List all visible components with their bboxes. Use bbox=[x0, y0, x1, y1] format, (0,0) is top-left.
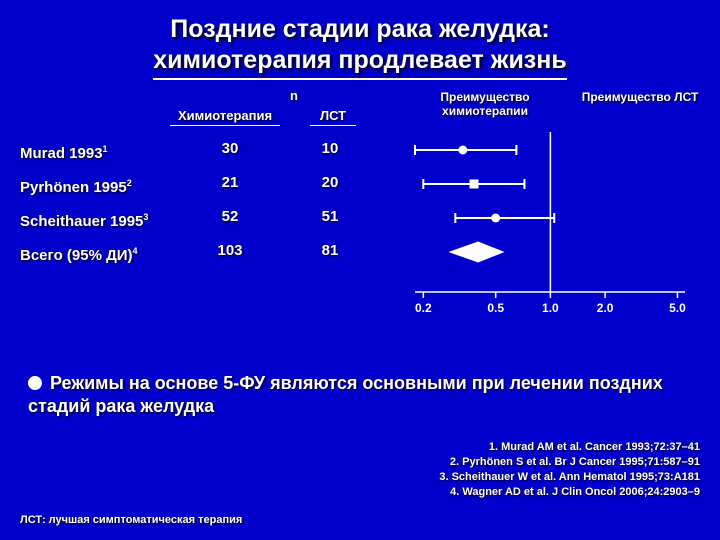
table-header-row: n Химиотерапия ЛСТ bbox=[20, 86, 390, 132]
reference-line: 4. Wagner AD et al. J Clin Oncol 2006;24… bbox=[439, 485, 700, 500]
x-tick-label: 5.0 bbox=[669, 301, 686, 312]
forest-svg: 0.20.51.02.05.0HR bbox=[400, 132, 700, 312]
study-superscript: 3 bbox=[143, 212, 148, 222]
study-label: Всего (95% ДИ)4 bbox=[20, 234, 180, 273]
bullet-icon bbox=[28, 376, 42, 390]
bullet-text: Режимы на основе 5-ФУ являются основными… bbox=[28, 373, 663, 416]
chemo-n: 30 bbox=[200, 132, 260, 166]
chemo-n: 52 bbox=[200, 200, 260, 234]
x-tick-label: 0.2 bbox=[415, 301, 432, 312]
point-marker-circle bbox=[491, 213, 500, 222]
forest-header-left: Преимущество химиотерапии bbox=[400, 90, 570, 119]
reference-line: 3. Scheithauer W et al. Ann Hematol 1995… bbox=[439, 470, 700, 485]
point-marker-square bbox=[469, 179, 478, 188]
x-tick-label: 0.5 bbox=[487, 301, 504, 312]
lst-n: 20 bbox=[300, 166, 360, 200]
chemo-n: 103 bbox=[200, 234, 260, 268]
table-row: Pyrhönen 199522120 bbox=[20, 166, 390, 200]
point-marker-circle bbox=[458, 145, 467, 154]
lst-n: 81 bbox=[300, 234, 360, 268]
bullet-point: Режимы на основе 5-ФУ являются основными… bbox=[28, 372, 698, 419]
reference-line: 2. Pyrhönen S et al. Br J Cancer 1995;71… bbox=[439, 455, 700, 470]
title-line-1: Поздние стадии рака желудка: bbox=[20, 14, 700, 45]
table-row: Всего (95% ДИ)410381 bbox=[20, 234, 390, 268]
header-lst: ЛСТ bbox=[310, 108, 356, 126]
study-superscript: 2 bbox=[127, 178, 132, 188]
title-line-2-text: химиотерапия продлевает жизнь bbox=[153, 45, 566, 79]
forest-plot: Преимущество химиотерапии Преимущество Л… bbox=[400, 86, 700, 326]
lst-n: 10 bbox=[300, 132, 360, 166]
chemo-n: 21 bbox=[200, 166, 260, 200]
summary-diamond bbox=[450, 242, 503, 262]
slide-title: Поздние стадии рака желудка: химиотерапи… bbox=[0, 0, 720, 86]
footnote: ЛСТ: лучшая симптоматическая терапия bbox=[20, 514, 242, 526]
header-n: n bbox=[290, 88, 298, 103]
lst-n: 51 bbox=[300, 200, 360, 234]
forest-header-right: Преимущество ЛСТ bbox=[580, 90, 700, 104]
reference-line: 1. Murad AM et al. Cancer 1993;72:37–41 bbox=[439, 440, 700, 455]
header-chemo: Химиотерапия bbox=[170, 108, 280, 126]
study-superscript: 1 bbox=[103, 144, 108, 154]
title-line-2: химиотерапия продлевает жизнь bbox=[20, 45, 700, 79]
table-body: Murad 199313010Pyrhönen 199522120Scheith… bbox=[20, 132, 390, 268]
study-superscript: 4 bbox=[133, 246, 138, 256]
study-table: n Химиотерапия ЛСТ Murad 199313010Pyrhön… bbox=[20, 86, 390, 268]
x-tick-label: 2.0 bbox=[597, 301, 614, 312]
x-tick-label: 1.0 bbox=[542, 301, 559, 312]
table-row: Murad 199313010 bbox=[20, 132, 390, 166]
table-row: Scheithauer 199535251 bbox=[20, 200, 390, 234]
content-area: n Химиотерапия ЛСТ Murad 199313010Pyrhön… bbox=[0, 86, 720, 366]
references: 1. Murad AM et al. Cancer 1993;72:37–412… bbox=[439, 440, 700, 499]
